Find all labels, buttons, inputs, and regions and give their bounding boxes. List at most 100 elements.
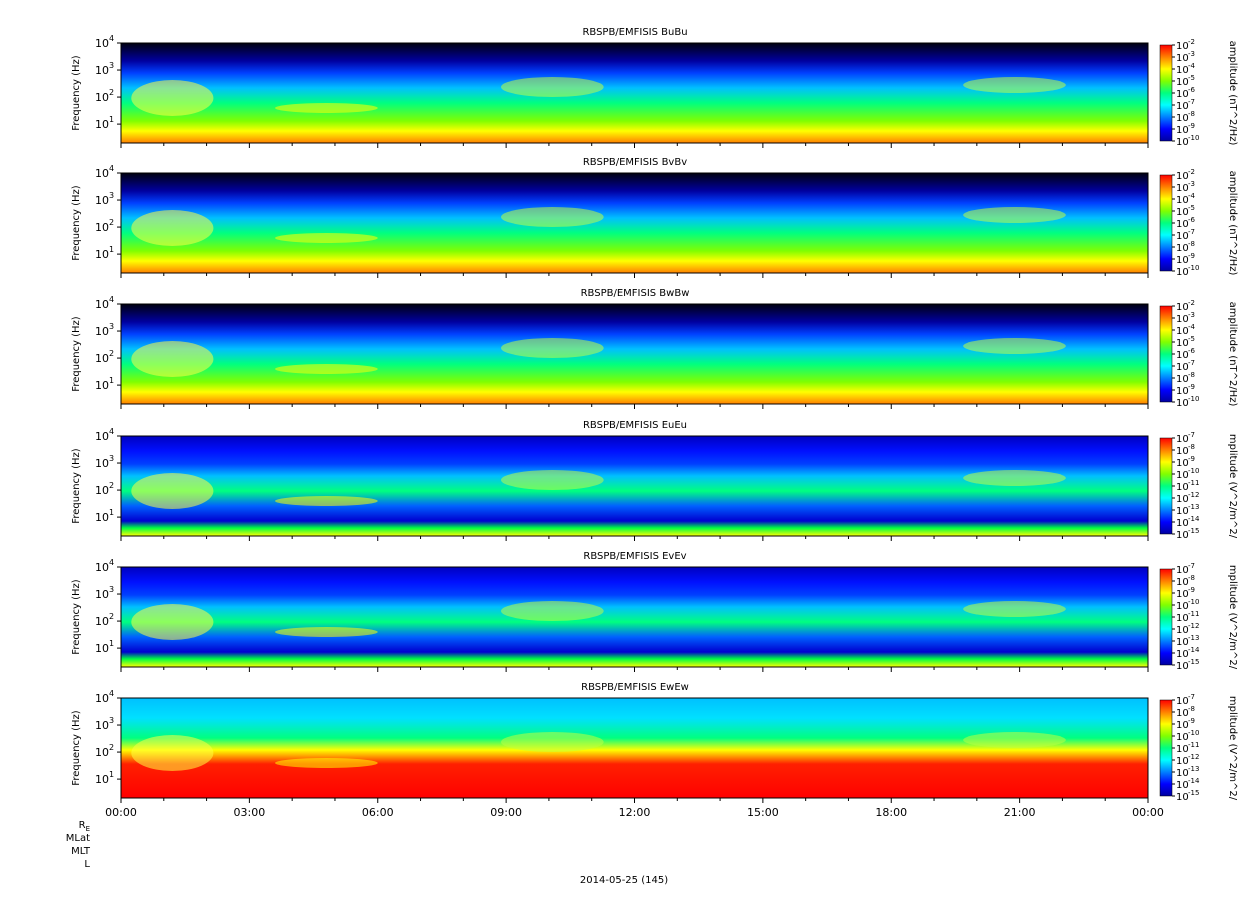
y-tick-label: 10: [95, 430, 109, 443]
y-tick-label: 10: [95, 352, 109, 365]
spectrogram-image: [121, 698, 1148, 798]
colorbar-tick-label: 10: [1176, 171, 1189, 182]
colorbar-tick-label: 10: [1176, 768, 1189, 779]
colorbar-label: amplitude (nT^2/Hz): [1227, 171, 1238, 276]
x-tick-label: 15:00: [747, 806, 779, 819]
y-tick-exponent: 4: [109, 427, 114, 436]
y-axis-label: Frequency (Hz): [71, 316, 82, 392]
ephem-label-mlat: MLat: [65, 833, 90, 844]
y-tick-label: 10: [95, 642, 109, 655]
colorbar-tick-label: 10: [1176, 470, 1189, 481]
spectral-feature: [275, 103, 378, 113]
colorbar-tick-label: 10: [1176, 255, 1189, 266]
x-tick-label: 09:00: [490, 806, 522, 819]
colorbar-tick-label: 10: [1176, 708, 1189, 719]
y-axis-label: Frequency (Hz): [71, 55, 82, 131]
colorbar-tick-exponent: -7: [1188, 359, 1195, 367]
y-tick-label: 10: [95, 719, 109, 732]
spectral-feature: [275, 496, 378, 506]
colorbar-tick-exponent: -12: [1188, 622, 1199, 630]
colorbar-tick-label: 10: [1176, 696, 1189, 707]
ephem-label-l: L: [84, 859, 90, 870]
colorbar-tick-exponent: -5: [1188, 74, 1195, 82]
spectral-feature: [131, 341, 214, 377]
colorbar-tick-label: 10: [1176, 41, 1189, 52]
colorbar-tick-label: 10: [1176, 434, 1189, 445]
y-tick-label: 10: [95, 194, 109, 207]
colorbar-tick-label: 10: [1176, 314, 1189, 325]
colorbar-tick-label: 10: [1176, 530, 1189, 541]
colorbar-tick-label: 10: [1176, 661, 1189, 672]
y-tick-exponent: 3: [109, 454, 114, 463]
colorbar-tick-exponent: -14: [1188, 777, 1200, 785]
colorbar-tick-label: 10: [1176, 756, 1189, 767]
colorbar: [1159, 699, 1173, 797]
y-tick-exponent: 2: [109, 88, 114, 97]
y-tick-label: 10: [95, 325, 109, 338]
y-tick-exponent: 1: [109, 245, 114, 254]
y-tick-exponent: 3: [109, 61, 114, 70]
colorbar-tick-exponent: -8: [1188, 371, 1195, 379]
colorbar-tick-exponent: -7: [1188, 693, 1195, 701]
spectral-feature: [963, 732, 1066, 748]
y-axis-label: Frequency (Hz): [71, 448, 82, 524]
y-tick-label: 10: [95, 773, 109, 786]
colorbar-tick-label: 10: [1176, 231, 1189, 242]
y-tick-exponent: 2: [109, 481, 114, 490]
colorbar-tick-exponent: -9: [1188, 122, 1195, 130]
colorbar-tick-label: 10: [1176, 125, 1189, 136]
spectral-feature: [963, 470, 1066, 486]
spectral-feature: [131, 210, 214, 246]
y-tick-exponent: 4: [109, 164, 114, 173]
colorbar-tick-label: 10: [1176, 482, 1189, 493]
y-tick-label: 10: [95, 118, 109, 131]
colorbar-tick-exponent: -12: [1188, 753, 1199, 761]
panel-title: RBSPB/EMFISIS BwBw: [581, 288, 690, 299]
y-tick-exponent: 1: [109, 376, 114, 385]
colorbar-tick-label: 10: [1176, 720, 1189, 731]
colorbar-tick-label: 10: [1176, 350, 1189, 361]
x-tick-label: 00:00: [1132, 806, 1164, 819]
colorbar-tick-label: 10: [1176, 601, 1189, 612]
spectrogram-image: [121, 304, 1148, 404]
colorbar-tick-exponent: -7: [1188, 431, 1195, 439]
colorbar-tick-exponent: -8: [1188, 240, 1195, 248]
y-tick-exponent: 4: [109, 295, 114, 304]
colorbar-tick-exponent: -13: [1188, 634, 1199, 642]
colorbar-tick-label: 10: [1176, 302, 1189, 313]
time-axis: 00:00 03:00 06:00 09:00 12:00 15:00 18:00 21:00…: [105, 806, 1164, 819]
colorbar: [1159, 568, 1173, 666]
panel-title: RBSPB/EMFISIS EuEu: [583, 420, 687, 431]
colorbar: [1159, 305, 1173, 403]
y-axis-label: Frequency (Hz): [71, 185, 82, 261]
x-tick-label: 12:00: [619, 806, 651, 819]
colorbar-tick-label: 10: [1176, 518, 1189, 529]
spectrogram-image: [121, 43, 1148, 143]
colorbar-tick-label: 10: [1176, 506, 1189, 517]
y-tick-label: 10: [95, 64, 109, 77]
colorbar-tick-exponent: -11: [1188, 610, 1199, 618]
colorbar-tick-label: 10: [1176, 577, 1189, 588]
colorbar-tick-label: 10: [1176, 113, 1189, 124]
colorbar-tick-exponent: -5: [1188, 204, 1195, 212]
colorbar-tick-exponent: -9: [1188, 717, 1195, 725]
y-tick-exponent: 2: [109, 743, 114, 752]
colorbar-label: mplitude (V^2/m^2/: [1227, 434, 1238, 539]
colorbar-label: amplitude (nT^2/Hz): [1227, 41, 1238, 146]
colorbar-tick-label: 10: [1176, 398, 1189, 409]
colorbar-tick-label: 10: [1176, 137, 1189, 148]
colorbar-tick-exponent: -14: [1188, 646, 1200, 654]
colorbar-tick-label: 10: [1176, 362, 1189, 373]
x-tick-label: 00:00: [105, 806, 137, 819]
y-tick-exponent: 1: [109, 770, 114, 779]
y-tick-exponent: 2: [109, 612, 114, 621]
colorbar-tick-label: 10: [1176, 780, 1189, 791]
colorbar-tick-exponent: -5: [1188, 335, 1195, 343]
panel-title: RBSPB/EMFISIS EvEv: [583, 551, 686, 562]
colorbar-tick-exponent: -8: [1188, 705, 1195, 713]
colorbar-tick-label: 10: [1176, 219, 1189, 230]
colorbar-tick-label: 10: [1176, 589, 1189, 600]
y-tick-label: 10: [95, 511, 109, 524]
colorbar: [1159, 174, 1173, 272]
